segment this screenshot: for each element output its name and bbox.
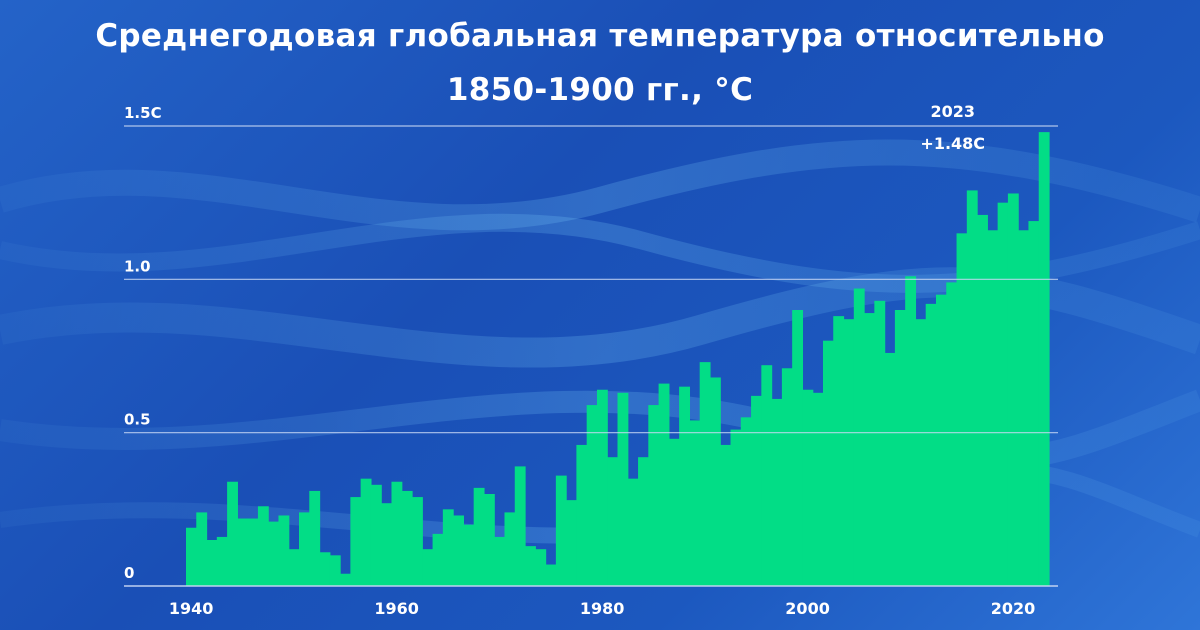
bar-2006 <box>864 313 875 586</box>
y-tick-label: 0 <box>124 564 134 582</box>
bar-2000 <box>802 389 814 586</box>
bar-1966 <box>453 515 464 586</box>
bar-1982 <box>617 392 629 586</box>
bar-1973 <box>525 546 536 586</box>
bar-1947 <box>257 506 269 586</box>
bar-1986 <box>658 383 670 586</box>
x-tick-label: 1980 <box>580 599 625 618</box>
bar-1965 <box>442 509 454 586</box>
bar-1972 <box>514 466 526 586</box>
bar-2001 <box>812 392 824 586</box>
bar-1952 <box>309 490 321 586</box>
bar-1970 <box>494 536 506 586</box>
x-tick-label: 2000 <box>785 599 830 618</box>
bar-1969 <box>483 494 495 586</box>
bar-1954 <box>329 555 341 586</box>
x-tick-label: 1960 <box>374 599 419 618</box>
bar-2004 <box>843 319 855 586</box>
bar-2019 <box>997 202 1009 587</box>
bar-1956 <box>350 497 362 586</box>
bar-1968 <box>473 487 485 586</box>
bar-1945 <box>237 518 249 586</box>
bar-2017 <box>977 214 988 586</box>
bar-1995 <box>751 395 762 586</box>
bar-1942 <box>206 540 218 586</box>
bar-1988 <box>679 386 691 586</box>
y-tick-label: 1.5C <box>124 104 162 122</box>
bar-2013 <box>935 294 947 586</box>
bar-1959 <box>381 503 393 586</box>
bar-1997 <box>771 398 783 586</box>
bar-1981 <box>607 457 619 586</box>
bar-1994 <box>740 417 752 586</box>
bar-1975 <box>545 564 557 586</box>
bar-2005 <box>853 288 865 586</box>
bar-1953 <box>319 552 331 586</box>
bar-1974 <box>535 549 547 586</box>
bar-2011 <box>915 319 927 586</box>
bar-2021 <box>1018 230 1030 586</box>
bar-1979 <box>586 405 598 586</box>
bar-2002 <box>822 340 834 586</box>
bar-2015 <box>956 233 968 586</box>
bar-1963 <box>422 549 434 586</box>
bar-1961 <box>401 490 413 586</box>
bar-1943 <box>216 536 228 586</box>
bar-2020 <box>1007 193 1019 586</box>
bar-1977 <box>566 500 577 586</box>
bar-2003 <box>833 316 845 586</box>
bar-1971 <box>504 512 516 586</box>
bar-1951 <box>299 512 310 586</box>
bar-2022 <box>1028 221 1040 586</box>
bar-1993 <box>730 429 742 586</box>
bar-1940 <box>186 527 197 586</box>
bar-1985 <box>648 405 660 586</box>
bar-1955 <box>340 573 351 586</box>
bar-2008 <box>884 352 896 586</box>
bar-2009 <box>894 310 906 586</box>
bar-1958 <box>370 484 382 586</box>
bar-1957 <box>360 478 372 586</box>
bar-1983 <box>627 478 639 586</box>
bar-2016 <box>966 190 978 586</box>
x-tick-label: 2020 <box>991 599 1036 618</box>
chart-title-line-2: 1850-1900 гг., °C <box>446 72 754 108</box>
bar-2018 <box>987 230 999 586</box>
bar-2014 <box>946 282 958 586</box>
annotation-year: 2023 <box>930 102 975 121</box>
y-tick-label: 1.0 <box>124 257 151 275</box>
x-tick-label: 1940 <box>169 599 214 618</box>
bar-1987 <box>668 438 680 586</box>
bar-1980 <box>596 389 608 586</box>
bar-1964 <box>432 533 444 586</box>
bar-1998 <box>781 368 793 586</box>
bar-1992 <box>720 444 732 586</box>
bar-1967 <box>463 524 475 586</box>
bar-1989 <box>689 420 701 586</box>
bar-2010 <box>905 276 917 586</box>
bar-1950 <box>288 549 300 586</box>
bar-2007 <box>874 300 886 586</box>
annotation-value: +1.48C <box>920 134 985 153</box>
chart-title-line-1: Среднегодовая глобальная температура отн… <box>95 18 1105 54</box>
bar-1991 <box>709 377 721 586</box>
bar-1990 <box>699 362 711 586</box>
bar-2023 <box>1038 132 1050 586</box>
bar-1976 <box>555 475 567 586</box>
bar-1941 <box>196 512 208 586</box>
bar-1949 <box>278 515 290 586</box>
bar-1948 <box>268 521 280 586</box>
bar-1984 <box>638 457 649 586</box>
bar-1946 <box>247 518 259 586</box>
y-tick-label: 0.5 <box>124 411 151 429</box>
bar-2012 <box>925 303 937 586</box>
bar-1944 <box>227 481 238 586</box>
bar-1996 <box>761 365 773 586</box>
bar-1978 <box>576 444 588 586</box>
bar-1999 <box>792 310 804 586</box>
bar-1962 <box>412 497 423 586</box>
bar-1960 <box>391 481 403 586</box>
